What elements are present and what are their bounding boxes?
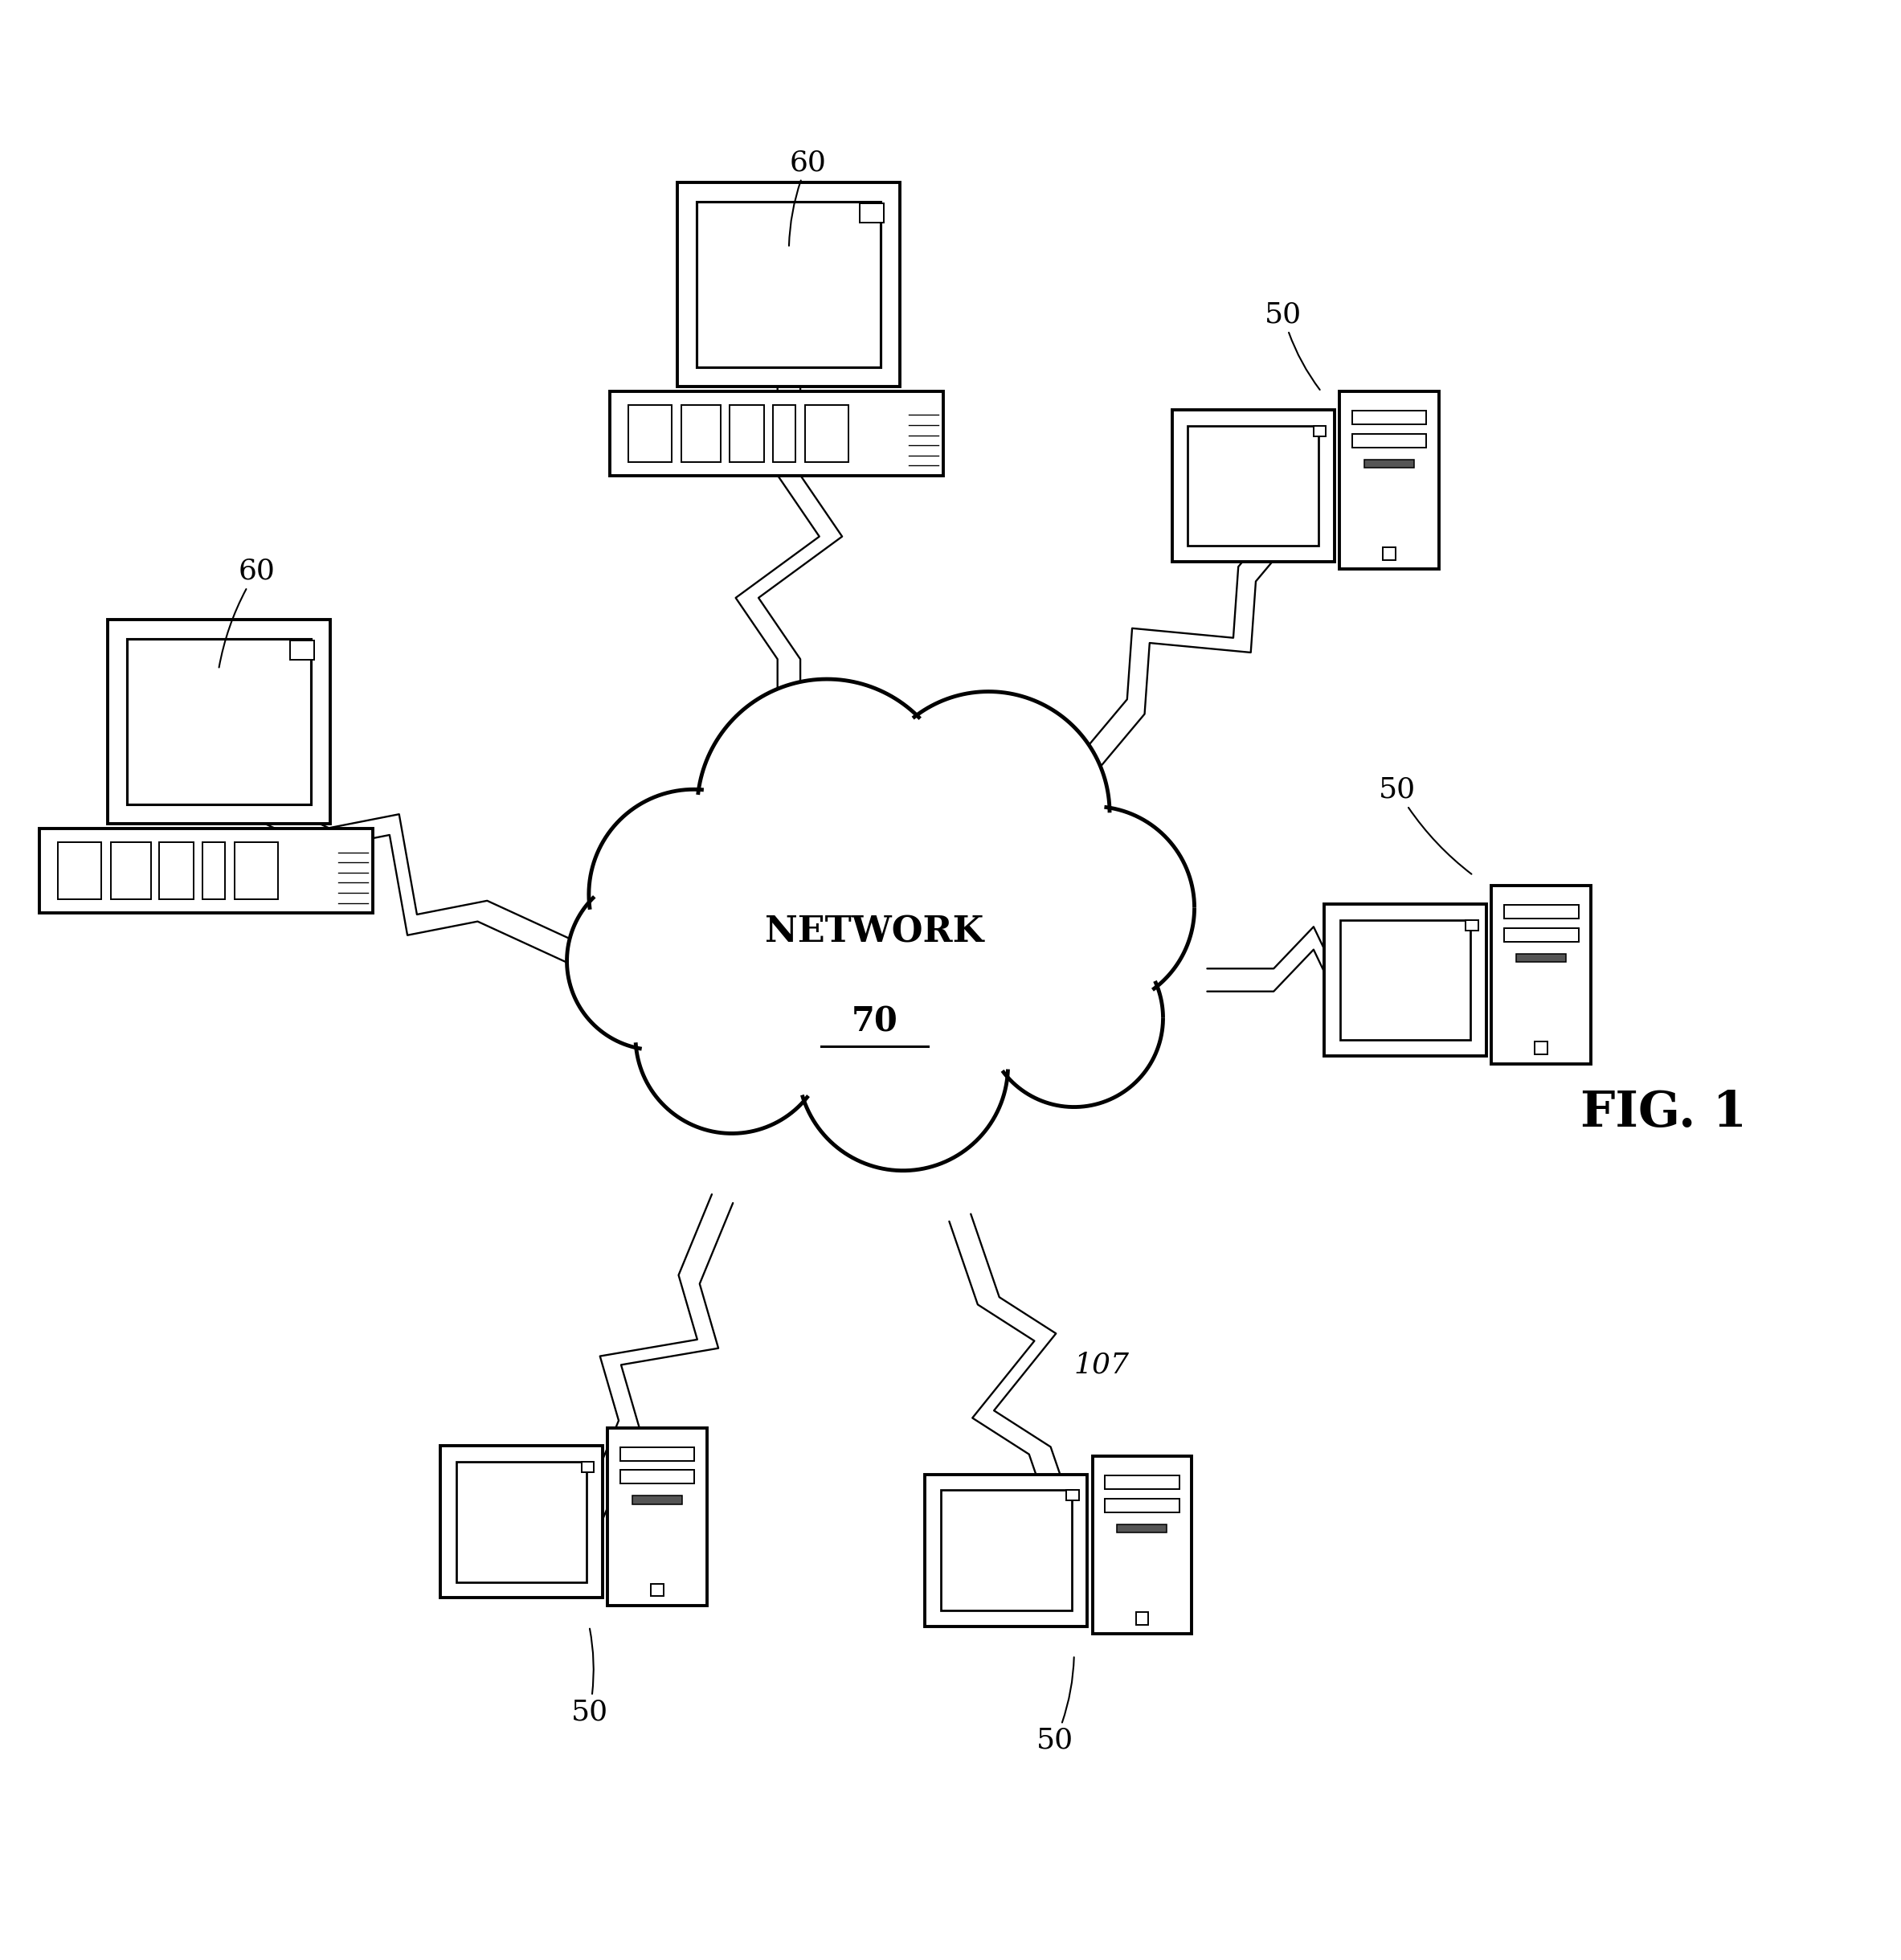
Text: FIG. 1: FIG. 1 <box>1580 1090 1747 1137</box>
Text: 107: 107 <box>1074 1350 1129 1378</box>
FancyBboxPatch shape <box>1492 886 1591 1064</box>
FancyBboxPatch shape <box>1517 955 1566 962</box>
FancyBboxPatch shape <box>108 619 331 823</box>
Text: 60: 60 <box>789 149 827 245</box>
Circle shape <box>698 678 956 939</box>
Text: 60: 60 <box>219 557 276 668</box>
FancyBboxPatch shape <box>1352 412 1426 425</box>
FancyBboxPatch shape <box>1352 433 1426 447</box>
FancyBboxPatch shape <box>1173 410 1335 561</box>
Bar <box>1314 425 1325 435</box>
FancyBboxPatch shape <box>1504 929 1578 943</box>
FancyBboxPatch shape <box>203 843 224 900</box>
Circle shape <box>798 960 1008 1170</box>
FancyBboxPatch shape <box>677 182 899 386</box>
FancyBboxPatch shape <box>1135 1611 1148 1625</box>
FancyBboxPatch shape <box>681 406 720 463</box>
FancyBboxPatch shape <box>1104 1499 1179 1513</box>
FancyBboxPatch shape <box>234 843 278 900</box>
FancyBboxPatch shape <box>926 1474 1087 1627</box>
FancyBboxPatch shape <box>59 843 101 900</box>
FancyBboxPatch shape <box>1325 904 1487 1056</box>
Bar <box>1466 919 1477 931</box>
FancyBboxPatch shape <box>1534 1041 1547 1054</box>
Text: 70: 70 <box>852 1005 897 1039</box>
FancyBboxPatch shape <box>1340 919 1471 1041</box>
FancyBboxPatch shape <box>774 406 795 463</box>
Text: NETWORK: NETWORK <box>764 915 985 951</box>
Text: 50: 50 <box>570 1629 608 1725</box>
FancyBboxPatch shape <box>40 829 373 913</box>
Circle shape <box>635 941 829 1133</box>
FancyBboxPatch shape <box>620 1446 694 1460</box>
FancyBboxPatch shape <box>941 1490 1072 1611</box>
FancyBboxPatch shape <box>441 1446 603 1597</box>
FancyBboxPatch shape <box>456 1462 587 1582</box>
FancyBboxPatch shape <box>1093 1456 1192 1635</box>
FancyBboxPatch shape <box>627 406 671 463</box>
Bar <box>1066 1490 1078 1501</box>
FancyBboxPatch shape <box>730 406 764 463</box>
FancyBboxPatch shape <box>1504 906 1578 919</box>
FancyBboxPatch shape <box>610 392 943 476</box>
FancyBboxPatch shape <box>1104 1476 1179 1490</box>
Bar <box>289 641 314 661</box>
FancyBboxPatch shape <box>698 202 880 367</box>
Circle shape <box>867 692 1110 933</box>
FancyBboxPatch shape <box>804 406 848 463</box>
FancyBboxPatch shape <box>1118 1525 1167 1533</box>
FancyBboxPatch shape <box>1188 425 1319 545</box>
Text: 50: 50 <box>1036 1658 1074 1754</box>
Bar <box>859 204 884 223</box>
Circle shape <box>566 872 745 1051</box>
FancyBboxPatch shape <box>620 1470 694 1484</box>
FancyBboxPatch shape <box>160 843 194 900</box>
Bar <box>582 1462 593 1472</box>
Circle shape <box>589 790 798 1000</box>
FancyBboxPatch shape <box>633 1495 682 1503</box>
FancyBboxPatch shape <box>1340 392 1439 568</box>
FancyBboxPatch shape <box>1382 547 1395 561</box>
Circle shape <box>985 929 1163 1107</box>
Text: 50: 50 <box>1378 776 1471 874</box>
Text: 50: 50 <box>1264 302 1319 390</box>
Circle shape <box>992 806 1194 1009</box>
Ellipse shape <box>637 833 1112 1090</box>
FancyBboxPatch shape <box>127 639 310 804</box>
FancyBboxPatch shape <box>608 1427 707 1605</box>
FancyBboxPatch shape <box>1365 459 1414 468</box>
FancyBboxPatch shape <box>110 843 150 900</box>
FancyBboxPatch shape <box>650 1584 663 1595</box>
